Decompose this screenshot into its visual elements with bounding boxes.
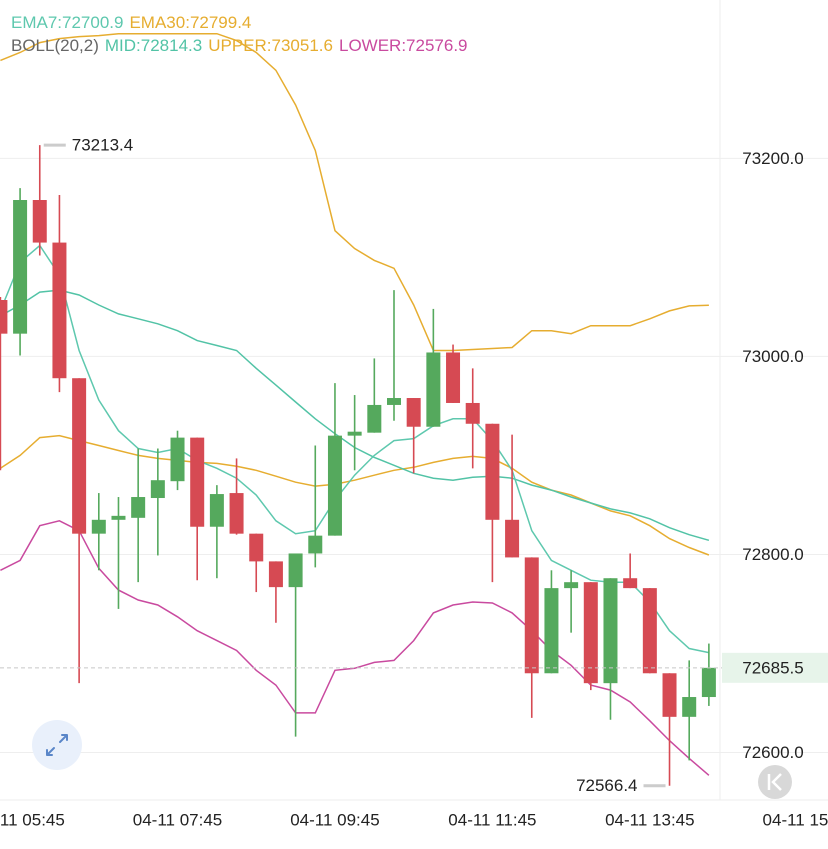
candle-body (327, 435, 342, 536)
candle-body (150, 480, 165, 499)
candle-body (268, 561, 283, 588)
candle-body (603, 578, 618, 684)
candle-body (406, 398, 421, 427)
high-label: 73213.4 (72, 136, 133, 155)
expand-button[interactable] (32, 720, 82, 770)
candle-body (465, 402, 480, 424)
y-tick-label: 73000.0 (742, 347, 803, 366)
legend-entry: EMA30:72799.4 (129, 13, 251, 32)
x-tick-label: 04-11 09:45 (290, 810, 379, 829)
low-label: 72566.4 (576, 776, 637, 795)
candle-body (0, 300, 8, 334)
candle-body (583, 582, 598, 684)
x-tick-label: 04-11 05:45 (0, 810, 65, 829)
y-tick-label: 73200.0 (742, 149, 803, 168)
legend-row: EMA7:72700.9 EMA30:72799.4 (11, 13, 251, 32)
candle-body (170, 437, 185, 482)
candle-body (32, 200, 47, 243)
candle-body (682, 697, 697, 717)
labels: 73200.0 73000.0 72800.0 72600.0 04-11 05:45 0… (0, 136, 828, 829)
candle-body (131, 497, 146, 518)
candle-body (446, 352, 461, 403)
candle-body (387, 398, 401, 405)
legend-entry: EMA7:72700.9 (11, 13, 123, 32)
candle-body (249, 533, 264, 562)
candle-body (229, 493, 244, 534)
candle-body (190, 437, 205, 527)
candle-body (72, 378, 87, 534)
candle-body (52, 242, 67, 379)
x-tick-label: 04-11 13:45 (605, 810, 694, 829)
legend-entry: LOWER:72576.9 (339, 36, 468, 55)
y-tick-label: 72800.0 (742, 545, 803, 564)
candle-body (209, 494, 224, 527)
candle-body (288, 553, 303, 588)
legend-row: BOLL(20,2) MID:72814.3 UPPER:73051.6 LOWER:… (11, 36, 468, 55)
candle-body (564, 582, 579, 589)
legend-entry: BOLL(20,2) (11, 36, 99, 55)
last-price-label: 72685.5 (742, 658, 803, 677)
candle-body (308, 535, 323, 554)
candle-body (426, 352, 441, 427)
candle-body (111, 515, 126, 520)
indicator-line (0, 244, 710, 654)
indicator-line (0, 32, 709, 352)
back-button[interactable] (758, 765, 792, 799)
candle-body (701, 667, 716, 698)
candle-body (524, 557, 539, 674)
x-tick-label: 04-11 11:45 (448, 810, 536, 829)
candle-body (91, 519, 106, 534)
candles (0, 145, 716, 786)
candle-body (347, 431, 362, 436)
x-tick-label: 04-11 15:45 (763, 810, 828, 829)
candle-body (544, 588, 559, 674)
candle-body (505, 519, 520, 558)
x-tick-label: 04-11 07:45 (133, 810, 222, 829)
y-tick-label: 72600.0 (742, 743, 803, 762)
last-price-box (722, 652, 828, 683)
candle-body (485, 423, 500, 520)
candle-body (13, 200, 28, 334)
candle-body (367, 404, 382, 433)
legend-entry: UPPER:73051.6 (208, 36, 333, 55)
candle-body (642, 588, 657, 674)
candle-body (623, 578, 638, 589)
candle-body (662, 673, 677, 717)
legend-entry: MID:72814.3 (105, 36, 202, 55)
